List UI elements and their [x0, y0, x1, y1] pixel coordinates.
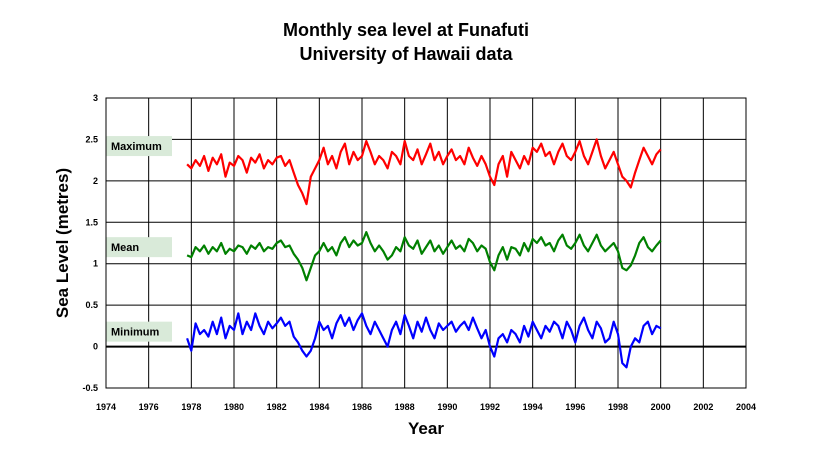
y-tick-label: 0.5 [85, 300, 98, 310]
y-axis-label: Sea Level (metres) [53, 168, 72, 318]
series-label-minimum: Minimum [111, 327, 159, 339]
x-tick-label: 1986 [352, 402, 372, 412]
y-tick-label: 1 [93, 259, 98, 269]
series-lines [186, 138, 662, 369]
x-tick-label: 1976 [139, 402, 159, 412]
x-tick-label: 1988 [395, 402, 415, 412]
series-line-maximum [186, 138, 662, 206]
plot-frame [105, 97, 747, 389]
series-label-maximum: Maximum [111, 141, 162, 153]
x-tick-label: 1984 [309, 402, 329, 412]
y-tick-label: 2 [93, 176, 98, 186]
x-tick-label: 2004 [736, 402, 756, 412]
y-tick-label: 0 [93, 342, 98, 352]
series-label-box-mean [106, 237, 172, 258]
x-tick-label: 2000 [651, 402, 671, 412]
y-tick-label: -0.5 [82, 383, 98, 393]
x-tick-label: 1990 [437, 402, 457, 412]
x-tick-label: 1982 [267, 402, 287, 412]
x-tick-label: 1980 [224, 402, 244, 412]
x-tick-label: 1978 [181, 402, 201, 412]
series-line-mean [186, 231, 662, 282]
y-tick-label: 1.5 [85, 217, 98, 227]
grid-lines [105, 97, 747, 389]
series-line-minimum [186, 312, 662, 369]
x-tick-label: 2002 [693, 402, 713, 412]
x-axis-label: Year [408, 419, 444, 438]
tick-labels: 1974 1976 1978 1980 1982 1984 1986 1988 1990 1992… [82, 93, 756, 412]
series-label-box-minimum [106, 321, 172, 342]
x-tick-label: 1996 [565, 402, 585, 412]
y-tick-label: 3 [93, 93, 98, 103]
x-tick-label: 1998 [608, 402, 628, 412]
x-tick-label: 1974 [96, 402, 116, 412]
x-tick-label: 1992 [480, 402, 500, 412]
title-line-2: University of Hawaii data [299, 44, 513, 64]
title-line-1: Monthly sea level at Funafuti [282, 20, 530, 40]
y-tick-label: 2.5 [85, 134, 98, 144]
x-tick-label: 1994 [523, 402, 543, 412]
series-labels: Maximum Mean Minimum [106, 136, 172, 342]
series-label-mean: Mean [111, 242, 139, 254]
chart-title: Monthly sea level at Funafuti University… [0, 18, 812, 66]
series-label-box-maximum [106, 136, 172, 157]
